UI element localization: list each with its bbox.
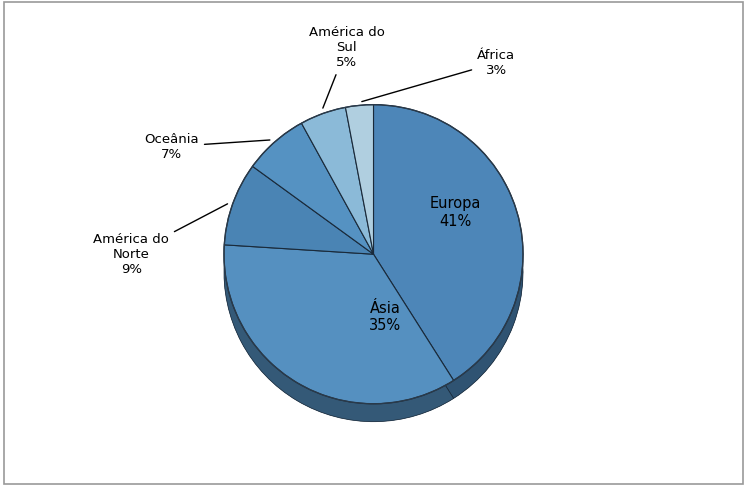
Wedge shape xyxy=(374,122,523,399)
Wedge shape xyxy=(224,253,453,412)
Wedge shape xyxy=(302,115,374,262)
Wedge shape xyxy=(302,122,374,270)
Wedge shape xyxy=(302,120,374,267)
Wedge shape xyxy=(252,126,374,257)
Wedge shape xyxy=(224,184,374,272)
Wedge shape xyxy=(252,131,374,262)
Wedge shape xyxy=(302,110,374,257)
Wedge shape xyxy=(224,263,453,422)
Wedge shape xyxy=(224,176,374,264)
Wedge shape xyxy=(345,122,374,272)
Text: América do
Sul
5%: América do Sul 5% xyxy=(309,26,385,108)
Wedge shape xyxy=(224,169,374,257)
Text: Ásia
35%: Ásia 35% xyxy=(370,301,402,333)
Wedge shape xyxy=(345,112,374,262)
Wedge shape xyxy=(302,107,374,254)
Wedge shape xyxy=(374,110,523,385)
Wedge shape xyxy=(345,104,374,254)
Wedge shape xyxy=(224,179,374,267)
Wedge shape xyxy=(224,255,453,414)
Wedge shape xyxy=(252,134,374,264)
Wedge shape xyxy=(374,115,523,391)
Wedge shape xyxy=(345,120,374,270)
Wedge shape xyxy=(224,166,374,254)
Wedge shape xyxy=(252,128,374,260)
Text: Oceânia
7%: Oceânia 7% xyxy=(144,133,270,160)
Wedge shape xyxy=(374,104,523,381)
Text: Europa
41%: Europa 41% xyxy=(430,196,481,228)
Wedge shape xyxy=(252,136,374,267)
Wedge shape xyxy=(345,110,374,260)
Wedge shape xyxy=(252,141,374,272)
Wedge shape xyxy=(302,118,374,264)
Wedge shape xyxy=(374,118,523,393)
Wedge shape xyxy=(374,112,523,388)
Wedge shape xyxy=(224,260,453,419)
Wedge shape xyxy=(252,123,374,254)
Wedge shape xyxy=(345,115,374,264)
Wedge shape xyxy=(302,112,374,260)
Text: América do
Norte
9%: América do Norte 9% xyxy=(93,204,228,276)
Wedge shape xyxy=(302,125,374,272)
Wedge shape xyxy=(224,245,453,404)
Wedge shape xyxy=(302,125,374,272)
Wedge shape xyxy=(252,141,374,272)
Wedge shape xyxy=(252,139,374,270)
Wedge shape xyxy=(224,263,453,422)
Wedge shape xyxy=(374,120,523,396)
Wedge shape xyxy=(345,118,374,267)
Wedge shape xyxy=(224,245,453,404)
Wedge shape xyxy=(224,174,374,262)
Wedge shape xyxy=(224,250,453,409)
Text: África
3%: África 3% xyxy=(362,49,515,102)
Wedge shape xyxy=(374,107,523,383)
Wedge shape xyxy=(224,258,453,417)
Wedge shape xyxy=(252,123,374,254)
Wedge shape xyxy=(224,166,374,254)
Wedge shape xyxy=(345,122,374,272)
Wedge shape xyxy=(224,182,374,270)
Wedge shape xyxy=(345,107,374,257)
Wedge shape xyxy=(224,247,453,406)
Wedge shape xyxy=(345,104,374,254)
Wedge shape xyxy=(374,104,523,381)
Wedge shape xyxy=(374,122,523,399)
Wedge shape xyxy=(302,107,374,254)
Wedge shape xyxy=(224,172,374,260)
Wedge shape xyxy=(224,184,374,272)
